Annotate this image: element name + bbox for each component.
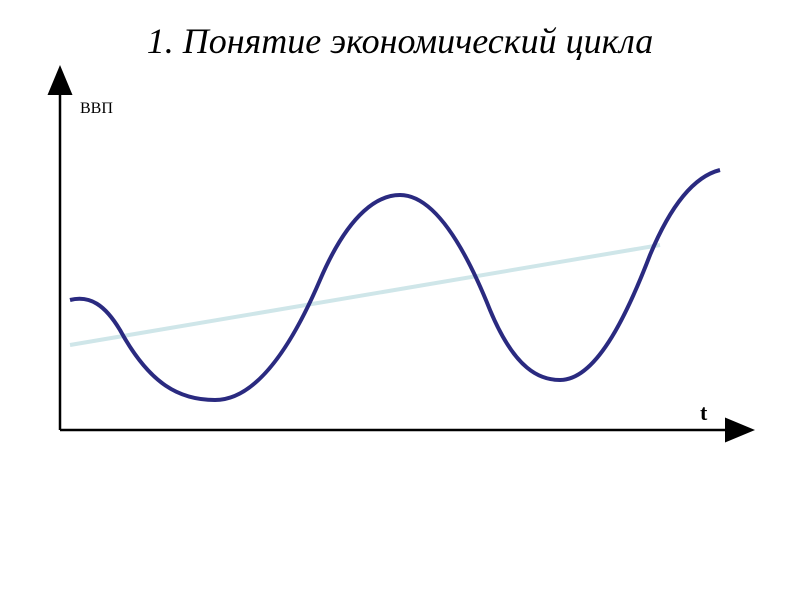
slide: 1. Понятие экономический цикла ВВП t	[0, 0, 800, 600]
cycle-wave	[70, 170, 720, 400]
trend-line	[70, 245, 660, 345]
chart-svg	[0, 0, 800, 600]
